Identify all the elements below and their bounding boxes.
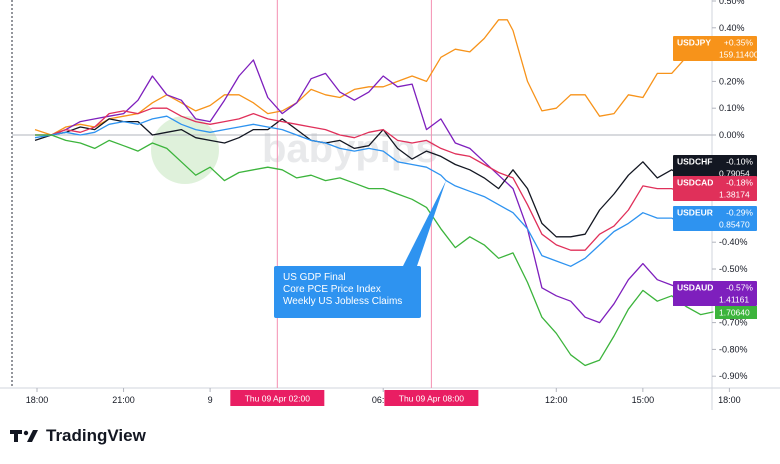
tradingview-logo-icon [10, 430, 38, 442]
y-tick-label: 0.20% [719, 76, 745, 86]
price-tag-symbol: USDEUR [677, 208, 713, 218]
y-tick-label: 0.10% [719, 103, 745, 113]
price-tag-change: +0.35% [724, 38, 754, 48]
price-tag-symbol: USDCHF [677, 157, 712, 167]
event-time-tag-label: Thu 09 Apr 02:00 [245, 394, 310, 404]
price-tag-box [673, 206, 757, 231]
price-tag-symbol: USDCAD [677, 178, 713, 188]
x-tick-label: 9 [208, 395, 213, 405]
x-axis-ticks: 18:00 21:00 9 06:00 12:00 15:00 18:00 [26, 388, 741, 405]
y-tick-label: -0.80% [719, 344, 748, 354]
x-tick-label: 18:00 [718, 395, 741, 405]
price-tag-symbol: USDAUD [677, 283, 713, 293]
x-tick-label: 21:00 [112, 395, 135, 405]
price-tag-change: -0.10% [726, 157, 753, 167]
price-tag-usdaud: USDAUD -0.57% 1.41161 [673, 281, 757, 306]
price-tag-change: -0.57% [726, 283, 753, 293]
annotation-box [274, 266, 421, 318]
price-tag-price: 1.70640 [719, 308, 750, 318]
price-tag-price: 1.38174 [719, 190, 750, 200]
price-tag-price: 159.11400 [719, 50, 759, 60]
series-line-usdeur [34, 115, 714, 267]
y-tick-label: -0.90% [719, 371, 748, 381]
event-lines [276, 0, 432, 388]
annotation-pointer [403, 180, 447, 266]
event-time-tag-label: Thu 09 Apr 08:00 [399, 394, 464, 404]
y-tick-label: 0.00% [719, 130, 745, 140]
price-tag-usdcad: USDCAD -0.18% 1.38174 [673, 176, 757, 201]
annotation-line: Weekly US Jobless Claims [283, 296, 402, 307]
y-tick-label: -0.50% [719, 264, 748, 274]
y-tick-label: -0.40% [719, 237, 748, 247]
price-tag-usdjpy: USDJPY +0.35% 159.11400 [673, 36, 759, 61]
y-tick-label: 0.40% [719, 23, 745, 33]
tradingview-brand-name: TradingView [46, 426, 146, 445]
price-tag-price: 0.79054 [719, 169, 750, 179]
price-tag-box [673, 155, 757, 180]
price-tag-usdchf: USDCHF -0.10% 0.79054 [673, 155, 757, 180]
price-tag-price: 1.41161 [719, 295, 749, 305]
price-tag-change: -0.18% [726, 178, 753, 188]
price-tag-price-box [715, 306, 757, 319]
series-line-usdcad [35, 107, 714, 251]
y-tick-label: 0.50% [719, 0, 745, 6]
price-tag-change: -0.29% [726, 208, 753, 218]
price-tag-box [673, 176, 757, 201]
event-time-tag [230, 390, 325, 406]
price-tags: USDJPY +0.35% 159.11400 USDCHF -0.10% 0.79054… [673, 36, 759, 319]
series-lines [34, 19, 716, 367]
x-tick-label: 18:00 [26, 395, 49, 405]
y-tick-label: -0.70% [719, 318, 748, 328]
price-tag-symbol: USDJPY [677, 38, 711, 48]
x-tick-label: 15:00 [632, 395, 655, 405]
x-tick-label: 12:00 [545, 395, 568, 405]
price-tag-box [673, 281, 757, 306]
price-tag-price: 0.85470 [719, 220, 750, 230]
series-line-usdjpy [34, 19, 714, 136]
price-tag-usdeur: USDEUR -0.29% 0.85470 [673, 206, 757, 231]
event-time-tags: Thu 09 Apr 02:00 Thu 09 Apr 08:00 [230, 390, 479, 406]
series-line-usdaud [35, 59, 714, 324]
series-line-usdnzd [35, 134, 714, 367]
annotation-line: Core PCE Price Index [283, 284, 381, 295]
event-time-tag [384, 390, 479, 406]
price-tag-box [673, 36, 757, 61]
x-tick-label: 06:00 [372, 395, 395, 405]
series-line-usdchf [34, 118, 714, 238]
tradingview-brand[interactable]: TradingView [10, 426, 146, 446]
annotation-line: US GDP Final [283, 272, 346, 283]
